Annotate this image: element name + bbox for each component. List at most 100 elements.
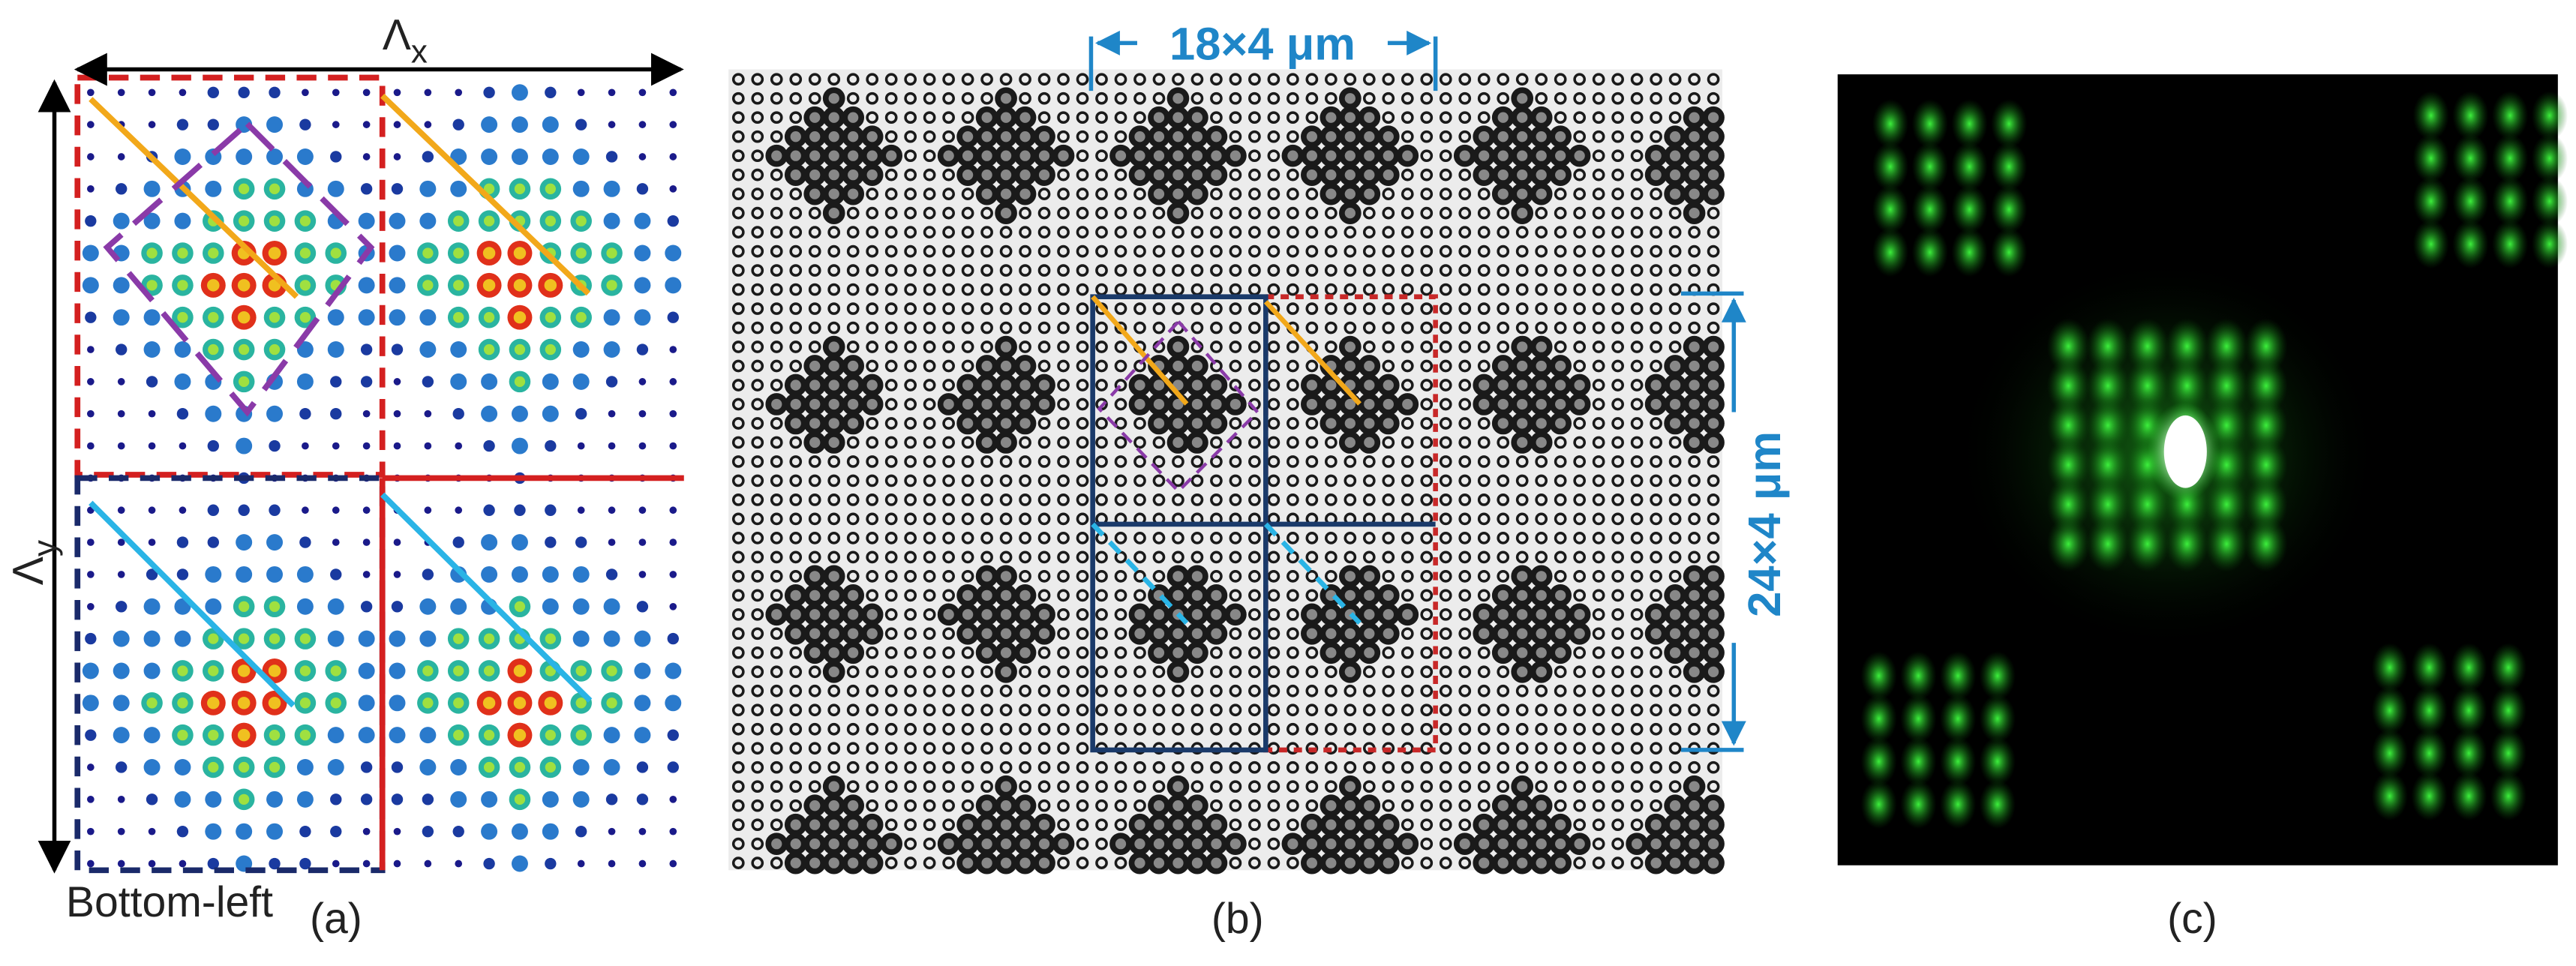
ring [1592, 206, 1605, 220]
ring [1497, 570, 1510, 583]
ring [1267, 665, 1280, 679]
spot [669, 88, 677, 97]
spot-core [237, 697, 251, 710]
ring [1401, 436, 1414, 449]
spot [545, 857, 557, 870]
ring [1286, 130, 1299, 143]
ring [1229, 532, 1242, 544]
ring [1033, 393, 1055, 416]
spot [667, 632, 679, 645]
ring [1267, 474, 1280, 488]
ring [1076, 627, 1089, 640]
ring [956, 832, 979, 855]
spot [572, 759, 590, 776]
spot [143, 727, 161, 744]
spot [327, 341, 344, 358]
ring [1473, 832, 1496, 855]
ring [904, 206, 917, 220]
spot-core [146, 280, 158, 291]
ring [1076, 570, 1089, 583]
spot [419, 180, 437, 197]
ring [1324, 704, 1338, 717]
ring [1439, 455, 1452, 468]
ring [1128, 832, 1151, 855]
ring [1439, 494, 1452, 506]
ring [1095, 436, 1108, 449]
ring [1630, 398, 1644, 411]
ring [995, 832, 1017, 855]
ring [1549, 144, 1572, 167]
ring [789, 646, 803, 659]
diffraction-spot [2531, 91, 2568, 141]
ring [1166, 87, 1190, 110]
ring [770, 474, 783, 488]
ring [1019, 264, 1031, 277]
ring [1664, 794, 1686, 818]
ring [961, 302, 974, 315]
ring [1076, 111, 1089, 124]
ring [1344, 550, 1357, 564]
ring [789, 436, 803, 449]
ring [1573, 92, 1587, 105]
ring [1057, 704, 1070, 717]
ring [1152, 436, 1166, 449]
spot [117, 442, 125, 450]
ring [1037, 532, 1051, 544]
ring [1305, 684, 1319, 698]
ring [1453, 144, 1476, 167]
ring [1491, 164, 1515, 186]
ring [1473, 393, 1496, 416]
ring [1186, 641, 1208, 664]
spot [545, 536, 557, 548]
ring [1095, 799, 1108, 812]
ring [1573, 302, 1587, 315]
ring [1281, 832, 1305, 855]
ring [1229, 646, 1242, 659]
period-x: Λx [383, 11, 428, 70]
ring [1401, 627, 1414, 640]
ring [1205, 622, 1228, 645]
ring [1229, 302, 1242, 315]
ring [1668, 742, 1682, 755]
ring [923, 206, 936, 220]
spot [87, 860, 95, 868]
ring [1172, 73, 1184, 86]
ring [1248, 704, 1261, 717]
ring [1248, 130, 1261, 143]
ring [751, 742, 764, 755]
ring [1013, 355, 1037, 377]
ring [1358, 144, 1381, 167]
ring [942, 206, 955, 220]
ring [1076, 244, 1089, 258]
ring [1037, 359, 1051, 373]
spot [638, 538, 647, 546]
ring [1338, 335, 1362, 358]
ring [1267, 570, 1280, 583]
ring [1491, 813, 1515, 836]
ring [1592, 455, 1605, 468]
ring [1095, 704, 1108, 717]
ring [1401, 780, 1414, 794]
ring [961, 436, 974, 449]
diffraction-spot [2371, 771, 2408, 821]
ring [942, 379, 955, 392]
spot [603, 630, 620, 647]
ring [1076, 206, 1089, 220]
ring [1650, 302, 1662, 315]
ring [1133, 704, 1146, 717]
ring [1382, 760, 1395, 774]
ring [1248, 417, 1261, 430]
ring [751, 188, 764, 200]
ring [1338, 622, 1362, 645]
spot [113, 662, 130, 680]
ring [1515, 760, 1529, 774]
ring [1535, 512, 1548, 526]
ring [1573, 760, 1587, 774]
ring [1186, 412, 1208, 435]
spot [665, 277, 682, 294]
spot [176, 118, 189, 130]
ring [1573, 321, 1587, 334]
ring [1573, 340, 1587, 353]
spot-core [453, 248, 464, 259]
ring [1611, 302, 1624, 315]
